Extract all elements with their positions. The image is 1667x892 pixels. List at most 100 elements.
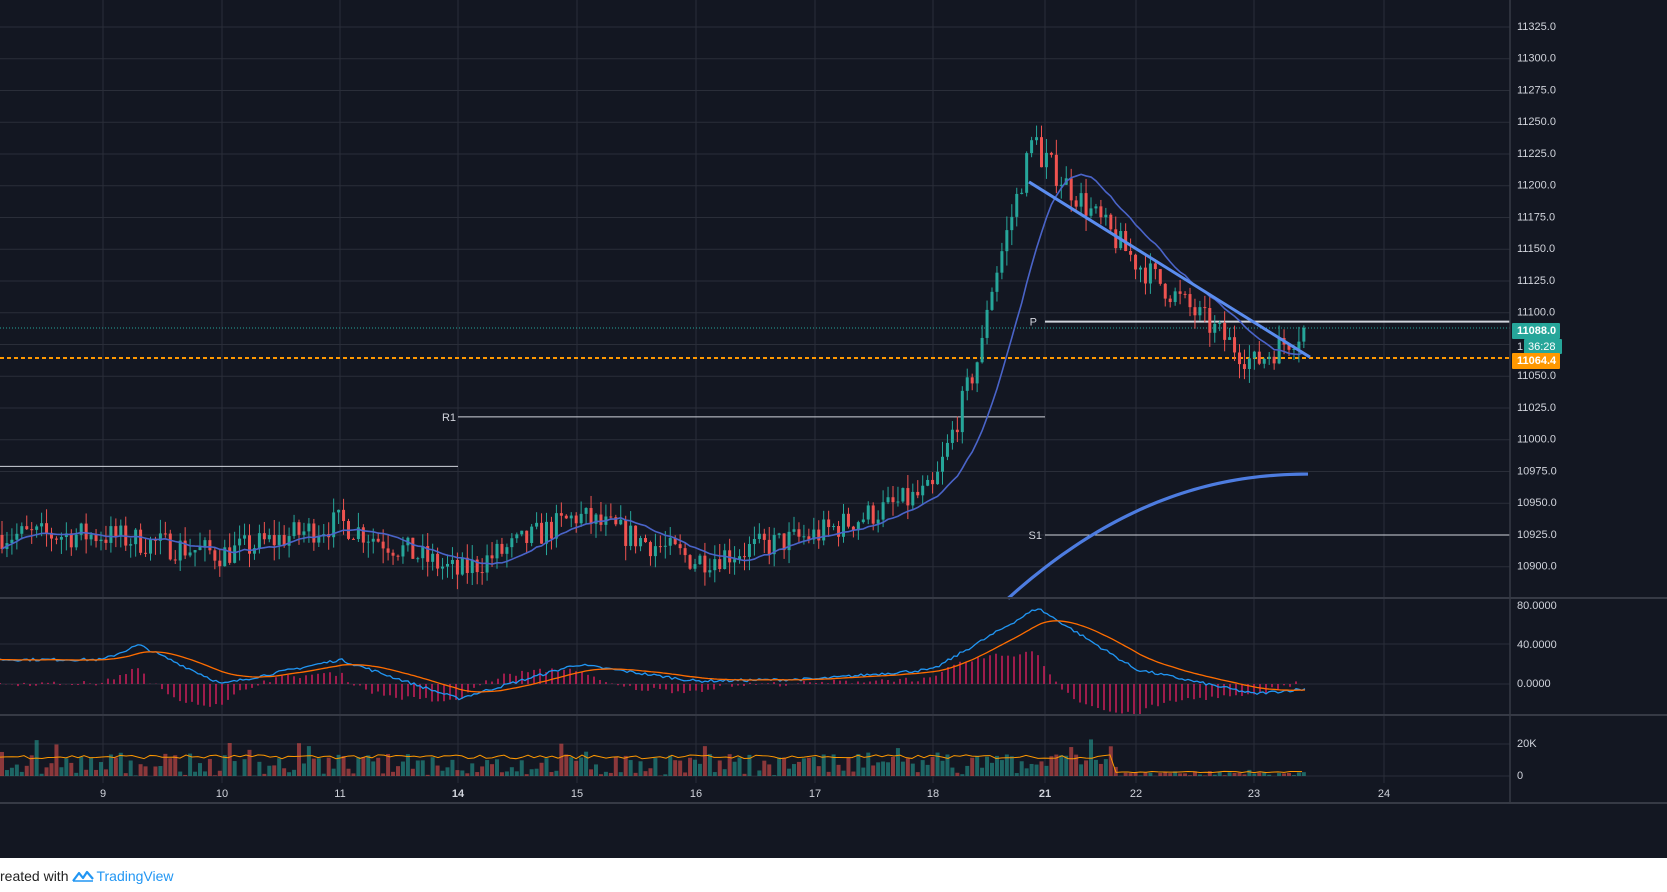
candle-body: [1292, 348, 1296, 350]
candle-body: [312, 523, 316, 543]
candle-body: [79, 523, 83, 535]
volume-bar: [905, 758, 910, 776]
candle-body: [589, 508, 593, 524]
candle-body: [797, 529, 801, 537]
volume-bar: [331, 768, 336, 776]
candle-body: [1030, 140, 1034, 154]
volume-bar: [569, 757, 574, 776]
volume-bar: [1287, 772, 1291, 776]
volume-bar: [910, 763, 915, 776]
volume-bar: [851, 771, 856, 776]
candle-body: [1247, 358, 1251, 369]
candle-body: [787, 531, 791, 551]
candle-body: [1297, 341, 1301, 349]
volume-bar: [1098, 763, 1103, 776]
macd-tick-label: 40.0000: [1517, 639, 1557, 651]
candle-body: [20, 526, 24, 534]
volume-bar: [405, 754, 410, 776]
volume-bar: [391, 771, 396, 776]
candle-body: [218, 560, 222, 567]
candle-body: [25, 526, 29, 530]
candle-body: [465, 557, 469, 574]
volume-bar: [930, 756, 935, 776]
candle-body: [436, 553, 440, 569]
volume-bar: [732, 761, 737, 776]
candle-body: [1010, 216, 1014, 231]
candle-body: [1148, 263, 1152, 284]
volume-bar: [143, 766, 148, 776]
volume-bar: [519, 760, 524, 776]
tradingview-link[interactable]: TradingView: [68, 868, 174, 884]
volume-bar: [1044, 765, 1049, 776]
candle-body: [1173, 291, 1177, 303]
volume-bar: [994, 755, 999, 776]
volume-bar: [787, 768, 792, 776]
candle-body: [1262, 358, 1266, 364]
candle-body: [1168, 298, 1172, 303]
volume-bar: [826, 771, 831, 776]
volume-bar: [608, 772, 613, 776]
candle-body: [1054, 154, 1058, 186]
volume-bar: [801, 758, 806, 776]
candle-body: [361, 527, 365, 543]
price-tick-label: 11150.0: [1517, 243, 1555, 255]
candle-body: [688, 555, 692, 569]
volume-bar: [697, 763, 702, 776]
volume-bar: [1148, 772, 1153, 776]
candle-body: [807, 536, 811, 540]
price-chart[interactable]: P R1 S1 11325.0 11300.0 11275.0 11250.0 11225.…: [0, 0, 1667, 858]
candle-body: [757, 533, 761, 540]
volume-bar: [1029, 763, 1034, 776]
price-tick-label: 11125.0: [1517, 275, 1555, 287]
volume-bar: [717, 760, 722, 776]
volume-bar: [193, 771, 198, 776]
volume-bar: [74, 772, 79, 776]
volume-bar: [198, 763, 202, 776]
candle-body: [1238, 352, 1241, 365]
candle-body: [505, 547, 509, 554]
chart-container[interactable]: P R1 S1 11325.0 11300.0 11275.0 11250.0 11225.…: [0, 0, 1667, 858]
candle-body: [614, 517, 618, 525]
candle-body: [693, 564, 697, 569]
candle-body: [728, 550, 732, 563]
candle-body: [40, 523, 44, 527]
volume-pane: [0, 739, 1306, 776]
candle-body: [1059, 184, 1063, 186]
candle-body: [718, 559, 722, 569]
orange-price-badge: 11064.4: [1517, 355, 1557, 367]
candle-body: [262, 533, 266, 540]
volume-bar: [282, 768, 287, 776]
candle-body: [267, 535, 271, 540]
volume-bar: [287, 772, 292, 776]
candle-body: [292, 522, 296, 537]
candle-body: [1104, 214, 1108, 218]
candle-body: [569, 515, 573, 519]
candle-body: [723, 550, 727, 569]
candle-body: [564, 515, 568, 519]
candle-body: [812, 529, 816, 540]
candle-body: [1163, 283, 1167, 299]
volume-bar: [638, 761, 643, 776]
volume-bar: [970, 757, 975, 776]
candle-body: [455, 559, 459, 575]
volume-bar: [1059, 755, 1064, 776]
volume-bar: [361, 757, 366, 776]
volume-bar: [821, 754, 826, 776]
volume-bar: [529, 769, 534, 776]
volume-bar: [400, 761, 405, 776]
volume-bar: [217, 770, 222, 776]
volume-bar: [430, 757, 435, 776]
volume-bar: [836, 764, 841, 776]
candle-body: [1084, 193, 1088, 216]
candle-body: [1035, 137, 1039, 141]
candle-body: [307, 523, 311, 532]
candle-body: [144, 552, 148, 554]
volume-bar: [386, 753, 391, 776]
volume-bar: [1103, 759, 1108, 776]
price-tick-label: 11025.0: [1517, 402, 1556, 414]
candle-body: [59, 536, 63, 540]
volume-bar: [178, 771, 183, 776]
candle-body: [158, 533, 162, 541]
volume-bar: [722, 769, 727, 776]
candle-body: [1143, 267, 1147, 284]
